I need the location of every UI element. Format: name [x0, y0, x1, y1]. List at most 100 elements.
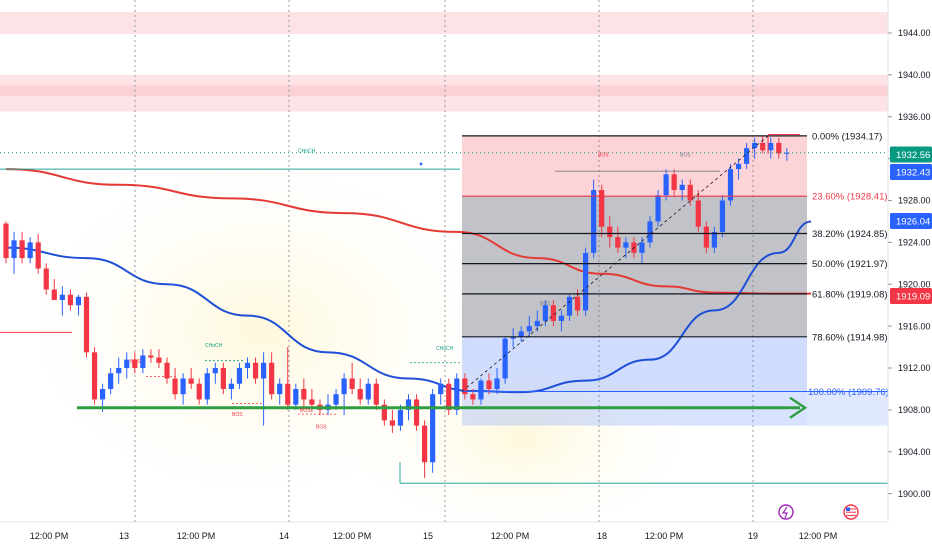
candle[interactable] [583, 247, 589, 316]
candle[interactable] [293, 383, 299, 410]
candle[interactable] [59, 286, 65, 316]
candle[interactable] [108, 368, 114, 395]
candle[interactable] [744, 142, 750, 170]
candle[interactable] [413, 394, 420, 431]
candle[interactable] [75, 294, 82, 316]
candle[interactable] [349, 362, 355, 395]
candle[interactable] [655, 190, 661, 227]
candle[interactable] [244, 357, 251, 379]
candle[interactable] [502, 336, 508, 384]
candle[interactable] [494, 368, 500, 395]
candle[interactable] [591, 179, 597, 259]
candle[interactable] [703, 221, 709, 253]
candle[interactable] [615, 226, 621, 253]
candle[interactable] [373, 378, 379, 410]
price-axis[interactable]: 1944.001940.001936.001932.001928.001924.… [887, 0, 932, 550]
candle[interactable] [172, 368, 178, 400]
candle[interactable] [776, 137, 782, 159]
candle[interactable] [43, 263, 49, 295]
fib-levels[interactable]: 0.00% (1934.17) 23.60% (1928.41) 38.20% (1… [462, 131, 889, 398]
candle[interactable] [566, 294, 573, 321]
price-tag[interactable] [890, 164, 932, 180]
candle[interactable] [558, 310, 565, 332]
candle[interactable] [140, 349, 146, 374]
candle[interactable] [204, 368, 210, 405]
candle[interactable] [51, 279, 57, 300]
candle[interactable] [719, 195, 726, 238]
candle[interactable] [116, 357, 122, 384]
candle[interactable] [148, 349, 154, 363]
candle[interactable] [156, 349, 162, 369]
candle[interactable] [11, 231, 17, 274]
candle[interactable] [687, 179, 693, 206]
candle[interactable] [236, 362, 243, 389]
candle[interactable] [760, 135, 766, 154]
candle[interactable] [220, 362, 226, 395]
time-axis[interactable]: 12:00 PM 13 12:00 PM 14 12:00 PM 15 12:00 PM 18… [0, 504, 888, 550]
candle[interactable] [19, 231, 25, 264]
candle[interactable] [784, 148, 790, 161]
candle[interactable] [695, 190, 701, 232]
candle[interactable] [269, 352, 275, 400]
candle[interactable] [27, 237, 33, 264]
candle[interactable] [550, 299, 556, 327]
candle[interactable] [647, 216, 653, 248]
candle[interactable] [752, 137, 758, 159]
us-flag-icon[interactable] [843, 504, 859, 520]
candle[interactable] [83, 292, 90, 358]
candle[interactable] [671, 169, 677, 196]
candle[interactable] [3, 221, 9, 264]
candle[interactable] [67, 289, 73, 311]
candle[interactable] [381, 399, 387, 426]
candle[interactable] [486, 373, 492, 395]
candle[interactable] [607, 216, 613, 248]
candle-body [430, 394, 436, 463]
candle[interactable] [252, 357, 259, 384]
candle[interactable] [711, 226, 717, 253]
candle[interactable] [124, 352, 130, 379]
candle-body [663, 174, 669, 196]
candle[interactable] [261, 352, 267, 426]
candle[interactable] [277, 378, 283, 405]
candle[interactable] [727, 163, 734, 206]
candle[interactable] [446, 378, 452, 416]
candle[interactable] [438, 378, 444, 405]
candle[interactable] [430, 388, 436, 473]
candle[interactable] [526, 315, 532, 337]
candle[interactable] [196, 378, 202, 405]
candle[interactable] [35, 234, 41, 274]
candle-body [752, 142, 758, 149]
price-tag-label: 1926.04 [896, 217, 930, 228]
candle-body [526, 326, 532, 332]
candle[interactable] [180, 373, 186, 405]
candle[interactable] [768, 137, 774, 159]
candle[interactable] [132, 352, 138, 374]
price-tag[interactable] [890, 213, 932, 229]
candle[interactable] [679, 179, 685, 201]
economic-event-icon[interactable] [778, 504, 794, 520]
candle[interactable] [357, 378, 363, 405]
candle-body [59, 294, 65, 300]
candle[interactable] [623, 237, 629, 259]
candle[interactable] [510, 328, 516, 348]
candle[interactable] [212, 362, 218, 384]
candle[interactable] [285, 347, 291, 410]
candle[interactable] [422, 420, 428, 478]
candle[interactable] [518, 326, 524, 342]
candle[interactable] [164, 357, 170, 384]
price-tag[interactable] [890, 146, 932, 163]
candle[interactable] [663, 169, 669, 201]
candle[interactable] [534, 310, 540, 332]
candle[interactable] [389, 409, 395, 433]
candle[interactable] [365, 378, 371, 405]
candle[interactable] [228, 378, 234, 400]
candle-body [27, 242, 33, 259]
candle[interactable] [735, 158, 742, 180]
candle[interactable] [91, 347, 98, 405]
candle[interactable] [188, 368, 194, 389]
candle[interactable] [301, 378, 307, 410]
candle[interactable] [462, 373, 468, 400]
candle[interactable] [599, 184, 605, 238]
price-tag[interactable] [890, 288, 932, 304]
